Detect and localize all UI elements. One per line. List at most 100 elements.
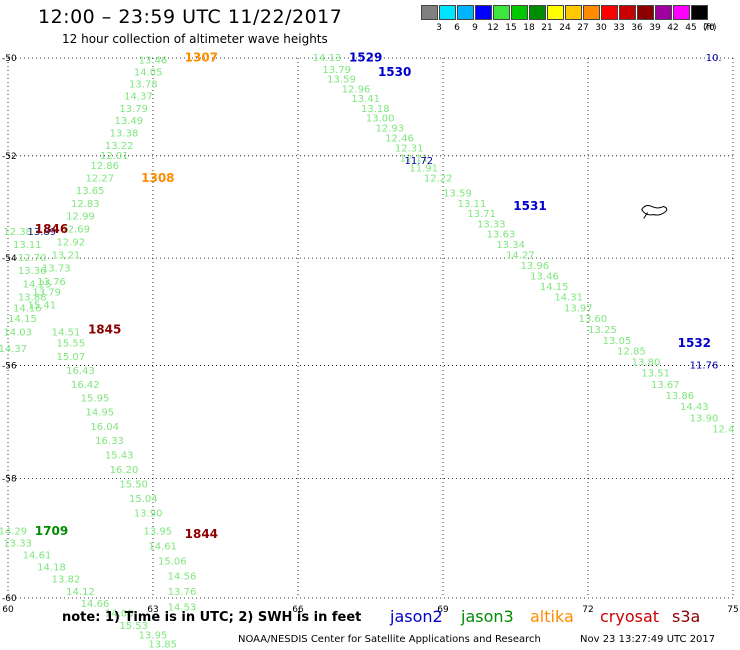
swh-value: 13.38 (110, 128, 139, 139)
y-tick-label: -58 (2, 474, 17, 484)
swh-value: 12.86 (90, 161, 119, 172)
swh-value: 14.27 (506, 250, 535, 261)
swh-value-highlight: 11.76 (690, 360, 719, 371)
y-tick-label: -54 (2, 254, 17, 264)
swh-value: 14.37 (124, 92, 153, 103)
color-swatch (529, 5, 546, 20)
color-swatch (583, 5, 600, 20)
swh-value: 13.76 (168, 587, 197, 598)
page-subtitle: 12 hour collection of altimeter wave hei… (62, 32, 328, 46)
x-tick-label: 75 (727, 605, 738, 615)
swh-value: 14.12 (66, 587, 95, 598)
swh-value: 13.33 (477, 219, 506, 230)
pass-time-label: 1307 (185, 51, 218, 65)
color-scale-label: 70 (703, 23, 715, 33)
color-swatch (601, 5, 618, 20)
pass-time-label: 1845 (88, 322, 121, 336)
swh-value: 16.42 (71, 380, 100, 391)
swh-value: 13.79 (119, 104, 148, 115)
swh-value: 12.11 (400, 153, 429, 164)
swh-value: 15.04 (129, 494, 158, 505)
swh-value: 13.41 (351, 94, 380, 105)
legend-item: altika (530, 607, 574, 626)
x-tick-label: 72 (582, 605, 593, 615)
swh-value: 13.11 (458, 199, 487, 210)
swh-value: 16.20 (110, 465, 139, 476)
swh-value: 13.51 (641, 369, 670, 380)
x-tick-label: 60 (2, 605, 14, 615)
pass-time-label: 1530 (378, 65, 411, 79)
swh-value: 11.91 (409, 163, 438, 174)
swh-value: 14.15 (540, 282, 569, 293)
swh-value: 12.69 (61, 224, 90, 235)
swh-value: 13.79 (322, 65, 351, 76)
swh-value: 12.38 (3, 227, 32, 238)
color-swatch (475, 5, 492, 20)
swh-value: 14.37 (0, 344, 27, 355)
swh-value: 13.97 (564, 303, 593, 314)
swh-value: 13.60 (579, 314, 608, 325)
color-scale-label: 45 (685, 23, 697, 33)
swh-value: 13.90 (690, 413, 719, 424)
swh-value: 15.50 (119, 479, 148, 490)
swh-value: 14.13 (313, 53, 342, 64)
swh-value: 14.03 (3, 328, 32, 339)
legend-item: jason3 (461, 607, 514, 626)
swh-value: 13.11 (13, 240, 42, 251)
swh-value: 13.05 (603, 336, 632, 347)
legend-item: s3a (672, 607, 701, 626)
pass-time-label: 1531 (513, 199, 546, 213)
color-swatch (655, 5, 672, 20)
color-swatch (565, 5, 582, 20)
x-tick-label: 66 (292, 605, 304, 615)
swh-value: 12.93 (376, 123, 405, 134)
swh-value: 14.95 (86, 408, 115, 419)
y-tick-label: -60 (2, 594, 17, 604)
swh-value: 13.76 (37, 277, 66, 288)
swh-value: 16.33 (95, 436, 124, 447)
swh-value: 15.55 (57, 339, 86, 350)
color-scale-label: 15 (505, 23, 517, 33)
page-title: 12:00 – 23:59 UTC 11/22/2017 (38, 6, 343, 28)
color-swatch (691, 5, 708, 20)
swh-value: 13.95 (139, 630, 168, 641)
swh-value: 13.85 (148, 640, 177, 650)
swh-value: 13.22 (105, 141, 134, 152)
color-scale-label: 33 (613, 23, 625, 33)
pass-time-label: 1709 (35, 524, 68, 538)
swh-value: 14.61 (23, 550, 52, 561)
swh-value: 13.88 (18, 293, 47, 304)
swh-value: 15.95 (81, 394, 110, 405)
swh-value: 14.61 (148, 541, 177, 552)
color-scale-unit: (ft) (703, 23, 717, 33)
swh-value: 13.90 (134, 509, 163, 520)
x-tick-label: 69 (437, 605, 449, 615)
color-scale-label: 39 (649, 23, 661, 33)
swh-value: 15.07 (57, 352, 86, 363)
color-scale-label: 36 (631, 23, 643, 33)
swh-value: 14.25 (23, 279, 52, 290)
swh-value: 13.65 (76, 186, 105, 197)
swh-value: 13.59 (327, 75, 356, 86)
swh-value: 13.18 (361, 104, 390, 115)
swh-value: 12.85 (617, 347, 646, 358)
swh-value: 14.05 (134, 67, 163, 78)
swh-value: 13.21 (52, 250, 81, 261)
swh-value: 16.43 (66, 366, 95, 377)
swh-value: 13.46 (530, 272, 559, 283)
color-scale-label: 42 (667, 23, 679, 33)
swh-value: 12.96 (342, 84, 371, 95)
swh-value: 13.25 (588, 325, 617, 336)
color-scale-label: 30 (595, 23, 607, 33)
swh-value: 15.41 (28, 301, 57, 312)
color-scale-label: 3 (436, 23, 442, 33)
color-swatch (637, 5, 654, 20)
color-swatch (547, 5, 564, 20)
color-swatch (457, 5, 474, 20)
swh-value: 13.86 (666, 391, 695, 402)
color-scale (421, 5, 709, 20)
swh-value: 13.78 (129, 79, 158, 90)
swh-value: 13.59 (443, 189, 472, 200)
pass-time-label: 1308 (141, 171, 174, 185)
